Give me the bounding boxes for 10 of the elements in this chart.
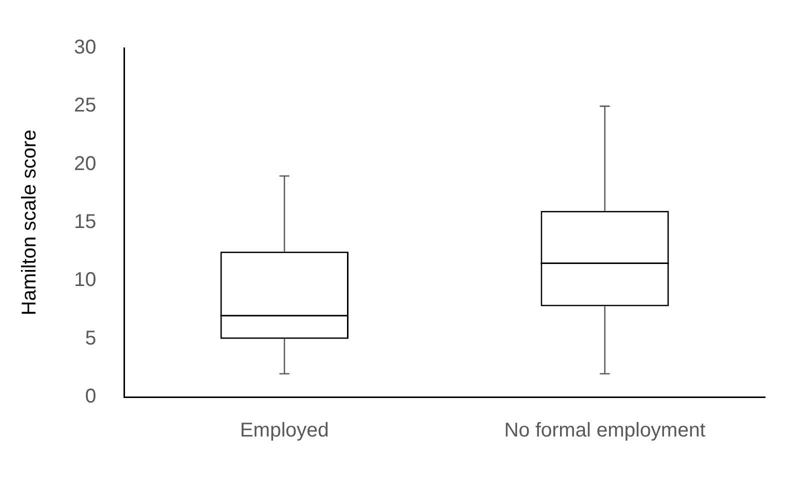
y-tick-label: 15 [74, 211, 96, 234]
y-tick-label: 5 [85, 327, 96, 350]
y-tick-label: 10 [74, 269, 96, 292]
y-tick-label: 20 [74, 152, 96, 175]
x-tick-label: No formal employment [504, 420, 706, 442]
y-tick-label: 30 [74, 36, 96, 59]
x-tick-label: Employed [240, 420, 329, 442]
y-tick-label: 0 [85, 386, 96, 408]
y-tick-label: 25 [74, 94, 96, 117]
y-axis-title: Hamilton scale score [18, 130, 41, 316]
